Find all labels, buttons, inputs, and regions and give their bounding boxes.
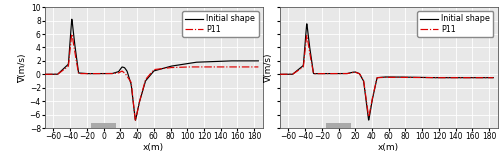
P11 <box>256 66 262 68</box>
Line: Initial shape: Initial shape <box>280 24 494 120</box>
P11 <box>304 34 310 36</box>
Legend: Initial shape, P11: Initial shape, P11 <box>417 11 494 37</box>
Initial shape <box>302 53 308 55</box>
P11 <box>490 77 496 79</box>
P11 <box>132 119 138 121</box>
P11 <box>368 103 374 105</box>
Initial shape <box>69 18 75 20</box>
P11 <box>124 75 130 77</box>
Initial shape <box>366 119 372 121</box>
P11 <box>133 116 139 118</box>
X-axis label: x(m): x(m) <box>143 143 165 152</box>
Initial shape <box>132 119 138 121</box>
Y-axis label: V̅(m/s): V̅(m/s) <box>264 53 273 82</box>
Initial shape <box>304 23 310 25</box>
Initial shape <box>252 60 258 62</box>
Line: P11: P11 <box>45 34 258 120</box>
Initial shape <box>66 51 72 52</box>
P11 <box>366 116 372 118</box>
P11 <box>314 73 320 75</box>
Initial shape <box>359 77 365 79</box>
Initial shape <box>42 73 48 75</box>
P11 <box>69 33 75 35</box>
Initial shape <box>486 77 492 79</box>
P11 <box>66 56 72 58</box>
P11 <box>252 66 258 68</box>
Initial shape <box>256 60 262 62</box>
P11 <box>359 76 365 78</box>
Line: Initial shape: Initial shape <box>45 19 258 120</box>
Y-axis label: V̅(m/s): V̅(m/s) <box>18 53 27 82</box>
X-axis label: x(m): x(m) <box>378 143 400 152</box>
P11 <box>486 77 492 79</box>
Initial shape <box>133 116 139 118</box>
P11 <box>302 57 308 59</box>
Initial shape <box>464 77 469 79</box>
P11 <box>79 73 85 75</box>
Legend: Initial shape, P11: Initial shape, P11 <box>182 11 258 37</box>
P11 <box>277 73 283 75</box>
Initial shape <box>124 70 130 72</box>
P11 <box>42 73 48 75</box>
Initial shape <box>277 73 283 75</box>
P11 <box>228 66 234 68</box>
Line: P11: P11 <box>280 35 494 117</box>
Initial shape <box>228 60 234 62</box>
P11 <box>464 77 469 79</box>
Initial shape <box>314 73 320 75</box>
Initial shape <box>368 105 374 107</box>
Initial shape <box>490 77 496 79</box>
Initial shape <box>79 72 85 74</box>
